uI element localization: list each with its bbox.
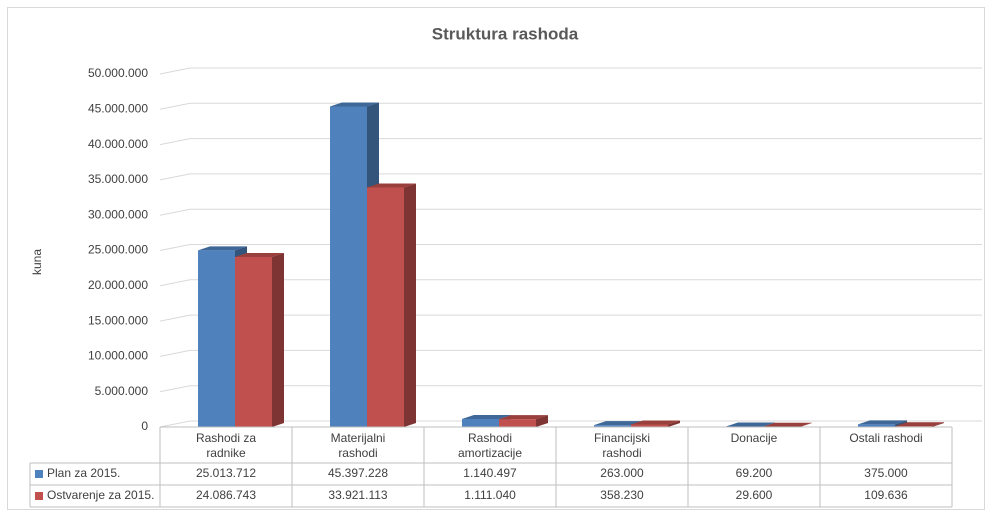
bar-top xyxy=(858,420,907,425)
bar xyxy=(858,424,895,427)
bar-top-shade xyxy=(198,246,247,251)
y-tick-label: 45.000.000 xyxy=(88,101,148,115)
bar-top-shade xyxy=(858,420,907,425)
x-tick-label: Financijski rashodi xyxy=(593,431,650,460)
bar-top xyxy=(235,252,284,257)
grid-line xyxy=(159,244,982,251)
y-axis-label: kuna xyxy=(30,249,44,275)
bar-side-shade xyxy=(932,422,944,427)
x-tick-label: Materijalni rashodi xyxy=(330,431,386,460)
grid-line xyxy=(159,138,982,146)
table-value: 263.000 xyxy=(600,466,644,480)
y-tick-label: 5.000.000 xyxy=(95,384,149,398)
bar-side xyxy=(404,183,416,427)
y-tick-label: 10.000.000 xyxy=(88,349,148,363)
bar-side xyxy=(800,422,812,427)
bar-top-shade xyxy=(499,415,548,420)
x-tick-label: Rashodi za radnike xyxy=(195,431,257,460)
grid-line xyxy=(159,349,982,357)
category-cell: Ostali rashodi xyxy=(849,431,923,445)
legend-swatch xyxy=(35,492,43,500)
grid-line xyxy=(159,102,982,110)
bar-top xyxy=(594,421,643,426)
legend-label: Plan za 2015. xyxy=(47,466,120,480)
category-cell: Financijski rashodi xyxy=(593,431,650,460)
bar-top-shade xyxy=(462,414,511,419)
bar-top xyxy=(330,102,379,107)
grid-line xyxy=(159,279,982,287)
bar-top-shade xyxy=(235,252,284,257)
bar-side-shade xyxy=(800,422,812,427)
table-value: 24.086.743 xyxy=(196,488,256,502)
bar-side-shade xyxy=(404,183,416,427)
bar-top xyxy=(763,422,812,427)
bar-side-shade xyxy=(536,415,548,427)
grid-line xyxy=(159,385,982,393)
bar xyxy=(367,187,404,427)
table-value: 109.636 xyxy=(864,488,908,502)
bar-side xyxy=(932,422,944,427)
bar-side-shade xyxy=(272,252,284,427)
x-tick-label: Donacije xyxy=(730,431,778,445)
legend-label: Ostvarenje za 2015. xyxy=(47,488,154,502)
y-tick-label: 50.000.000 xyxy=(88,66,148,80)
bar xyxy=(594,425,631,427)
bar-side xyxy=(536,415,548,427)
table-value: 375.000 xyxy=(864,466,908,480)
bar-top-shade xyxy=(367,183,416,188)
bar-side xyxy=(668,420,680,427)
table-value: 69.200 xyxy=(736,466,773,480)
bar xyxy=(198,250,235,427)
bar xyxy=(631,424,668,427)
category-cell: Materijalni rashodi xyxy=(330,431,386,460)
table-value: 1.111.040 xyxy=(464,488,516,502)
bar-top-shade xyxy=(594,421,643,426)
y-tick-label: 40.000.000 xyxy=(88,137,148,151)
bar-top xyxy=(895,422,944,427)
bar-top xyxy=(726,422,775,427)
y-tick-label: 0 xyxy=(141,419,148,433)
category-cell: Rashodi amortizacije xyxy=(457,431,523,460)
bar-side xyxy=(272,252,284,427)
bar-top xyxy=(499,415,548,420)
bar-top-shade xyxy=(631,420,680,425)
bar xyxy=(235,256,272,427)
table-value: 45.397.228 xyxy=(328,466,388,480)
x-tick-label: Ostali rashodi xyxy=(849,431,923,445)
y-tick-label: 30.000.000 xyxy=(88,207,148,221)
y-tick-label: 15.000.000 xyxy=(88,313,148,327)
y-tick-label: 25.000.000 xyxy=(88,243,148,257)
bar-top-shade xyxy=(895,422,944,427)
table-value: 25.013.712 xyxy=(196,466,256,480)
category-cell: Donacije xyxy=(730,431,778,445)
y-tick-label: 35.000.000 xyxy=(88,172,148,186)
grid-line xyxy=(159,420,982,428)
bar xyxy=(499,419,536,427)
bar-top xyxy=(198,246,247,251)
bar-top xyxy=(631,420,680,425)
table-value: 1.140.497 xyxy=(463,466,517,480)
grid-line xyxy=(159,314,982,322)
bar-top xyxy=(462,414,511,419)
bar xyxy=(462,418,499,427)
grid-line xyxy=(159,173,982,181)
bar-top xyxy=(367,183,416,188)
grid-line xyxy=(159,67,982,75)
table-value: 358.230 xyxy=(600,488,644,502)
bar xyxy=(330,106,367,427)
chart-title: Struktura rashoda xyxy=(432,24,579,43)
legend-swatch xyxy=(35,470,43,478)
x-tick-label: Rashodi amortizacije xyxy=(457,431,523,460)
bar-top-shade xyxy=(330,102,379,107)
table-value: 29.600 xyxy=(736,488,773,502)
category-cell: Rashodi za radnike xyxy=(195,431,257,460)
bar-top-shade xyxy=(763,422,812,427)
grid-line xyxy=(159,208,982,216)
bar-side-shade xyxy=(668,420,680,427)
bar-top-shade xyxy=(726,422,775,427)
table-value: 33.921.113 xyxy=(328,488,387,502)
y-tick-label: 20.000.000 xyxy=(88,278,148,292)
